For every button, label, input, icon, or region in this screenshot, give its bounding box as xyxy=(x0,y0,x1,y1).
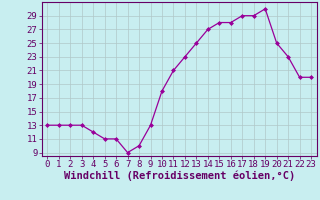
X-axis label: Windchill (Refroidissement éolien,°C): Windchill (Refroidissement éolien,°C) xyxy=(64,171,295,181)
